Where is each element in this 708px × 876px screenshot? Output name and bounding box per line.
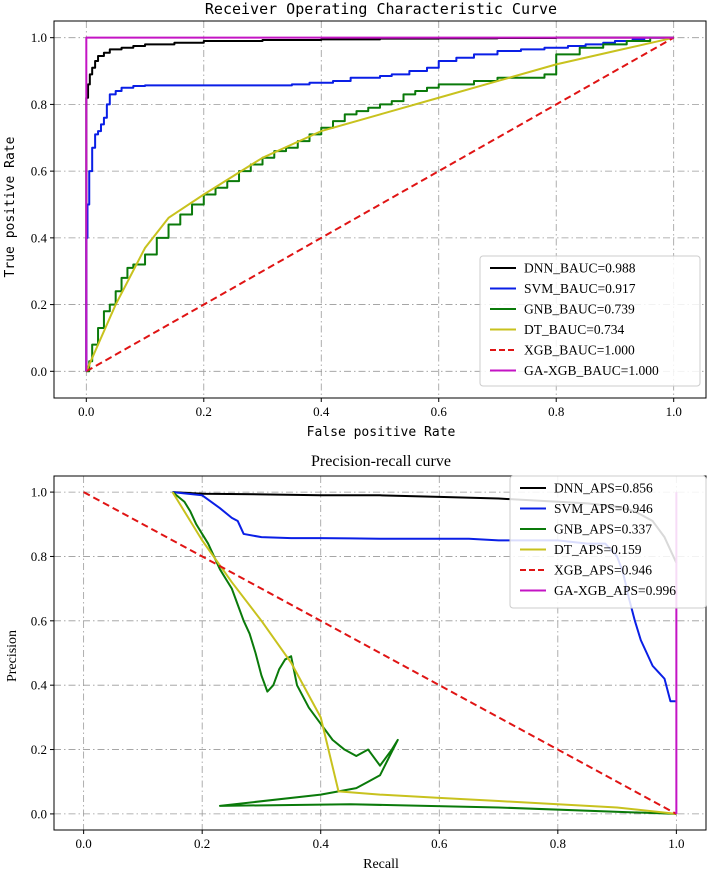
pr-title: Precision-recall curve — [311, 453, 451, 470]
roc-series-line-4 — [85, 36, 675, 373]
roc-plot-frame — [53, 20, 707, 399]
roc-y-tick-label: 0.0 — [31, 364, 47, 379]
roc-series-line-5 — [85, 36, 674, 372]
roc-y-ticks: 0.0 0.2 0.4 0.6 0.8 1.0 — [31, 30, 54, 379]
roc-legend-label-0: DNN_BAUC=0.988 — [524, 261, 636, 276]
roc-legend-label-1: SVM_BAUC=0.917 — [524, 281, 636, 296]
pr-legend-label-4: XGB_APS=0.946 — [554, 563, 652, 578]
pr-x-tick-label: 1.0 — [668, 836, 684, 851]
pr-x-axis-label: Recall — [363, 857, 399, 872]
roc-legend-label-5: GA-XGB_BAUC=1.000 — [524, 363, 659, 378]
pr-series-line-3 — [171, 491, 677, 815]
roc-x-tick-label: 1.0 — [666, 404, 682, 419]
pr-legend-label-3: DT_APS=0.159 — [554, 542, 642, 557]
pr-x-tick-label: 0.6 — [431, 836, 448, 851]
roc-y-tick-label: 0.4 — [31, 230, 48, 245]
roc-x-tick-label: 0.6 — [431, 404, 448, 419]
roc-x-tick-label: 0.8 — [548, 404, 564, 419]
pr-x-tick-label: 0.2 — [194, 836, 210, 851]
pr-y-tick-label: 0.2 — [31, 742, 47, 757]
roc-series-group — [85, 36, 675, 373]
roc-legend-label-4: XGB_BAUC=1.000 — [524, 343, 635, 358]
roc-x-axis-label: False positive Rate — [307, 425, 456, 440]
pr-y-axis-label: Precision — [5, 630, 20, 682]
pr-x-ticks: 0.0 0.2 0.4 0.6 0.8 1.0 — [76, 830, 684, 851]
pr-legend-label-2: GNB_APS=0.337 — [554, 522, 652, 537]
pr-series-line-4 — [83, 491, 677, 815]
pr-legend-label-5: GA-XGB_APS=0.996 — [554, 583, 676, 598]
pr-x-tick-label: 0.0 — [76, 836, 92, 851]
roc-legend-label-2: GNB_BAUC=0.739 — [524, 302, 635, 317]
pr-legend-box — [509, 475, 707, 609]
roc-x-ticks: 0.0 0.2 0.4 0.6 0.8 1.0 — [78, 398, 682, 419]
roc-y-tick-label: 1.0 — [31, 30, 47, 45]
roc-x-tick-label: 0.4 — [313, 404, 330, 419]
pr-legend-label-1: SVM_APS=0.946 — [554, 501, 653, 516]
pr-y-tick-label: 1.0 — [31, 485, 47, 500]
pr-legend: DNN_APS=0.856 SVM_APS=0.946 GNB_APS=0.337 D… — [509, 475, 707, 609]
pr-y-tick-label: 0.0 — [31, 806, 47, 821]
roc-title: Receiver Operating Characteristic Curve — [205, 0, 557, 18]
pr-y-tick-label: 0.4 — [31, 678, 48, 693]
roc-series-line-1 — [85, 36, 674, 372]
roc-series-line-3 — [85, 36, 674, 372]
roc-y-axis-label: True positive Rate — [3, 136, 18, 277]
roc-y-tick-label: 0.6 — [31, 164, 48, 179]
pr-plot-frame — [53, 475, 707, 831]
pr-y-ticks: 0.0 0.2 0.4 0.6 0.8 1.0 — [31, 485, 54, 821]
pr-legend-label-0: DNN_APS=0.856 — [554, 481, 653, 496]
pr-y-tick-label: 0.8 — [31, 549, 47, 564]
roc-x-tick-label: 0.2 — [196, 404, 212, 419]
roc-chart: Receiver Operating Characteristic Curve … — [3, 0, 707, 440]
pr-x-tick-label: 0.8 — [550, 836, 566, 851]
roc-legend-box — [479, 255, 701, 387]
pr-chart: Precision-recall curve 0.0 0.2 0.4 0.6 0.8 1.… — [5, 453, 707, 872]
roc-legend: DNN_BAUC=0.988 SVM_BAUC=0.917 GNB_BAUC=0.7… — [479, 255, 701, 387]
roc-legend-label-3: DT_BAUC=0.734 — [524, 322, 624, 337]
roc-y-tick-label: 0.2 — [31, 297, 47, 312]
roc-y-tick-label: 0.8 — [31, 97, 47, 112]
roc-x-tick-label: 0.0 — [78, 404, 94, 419]
pr-x-tick-label: 0.4 — [313, 836, 330, 851]
pr-y-tick-label: 0.6 — [31, 613, 48, 628]
